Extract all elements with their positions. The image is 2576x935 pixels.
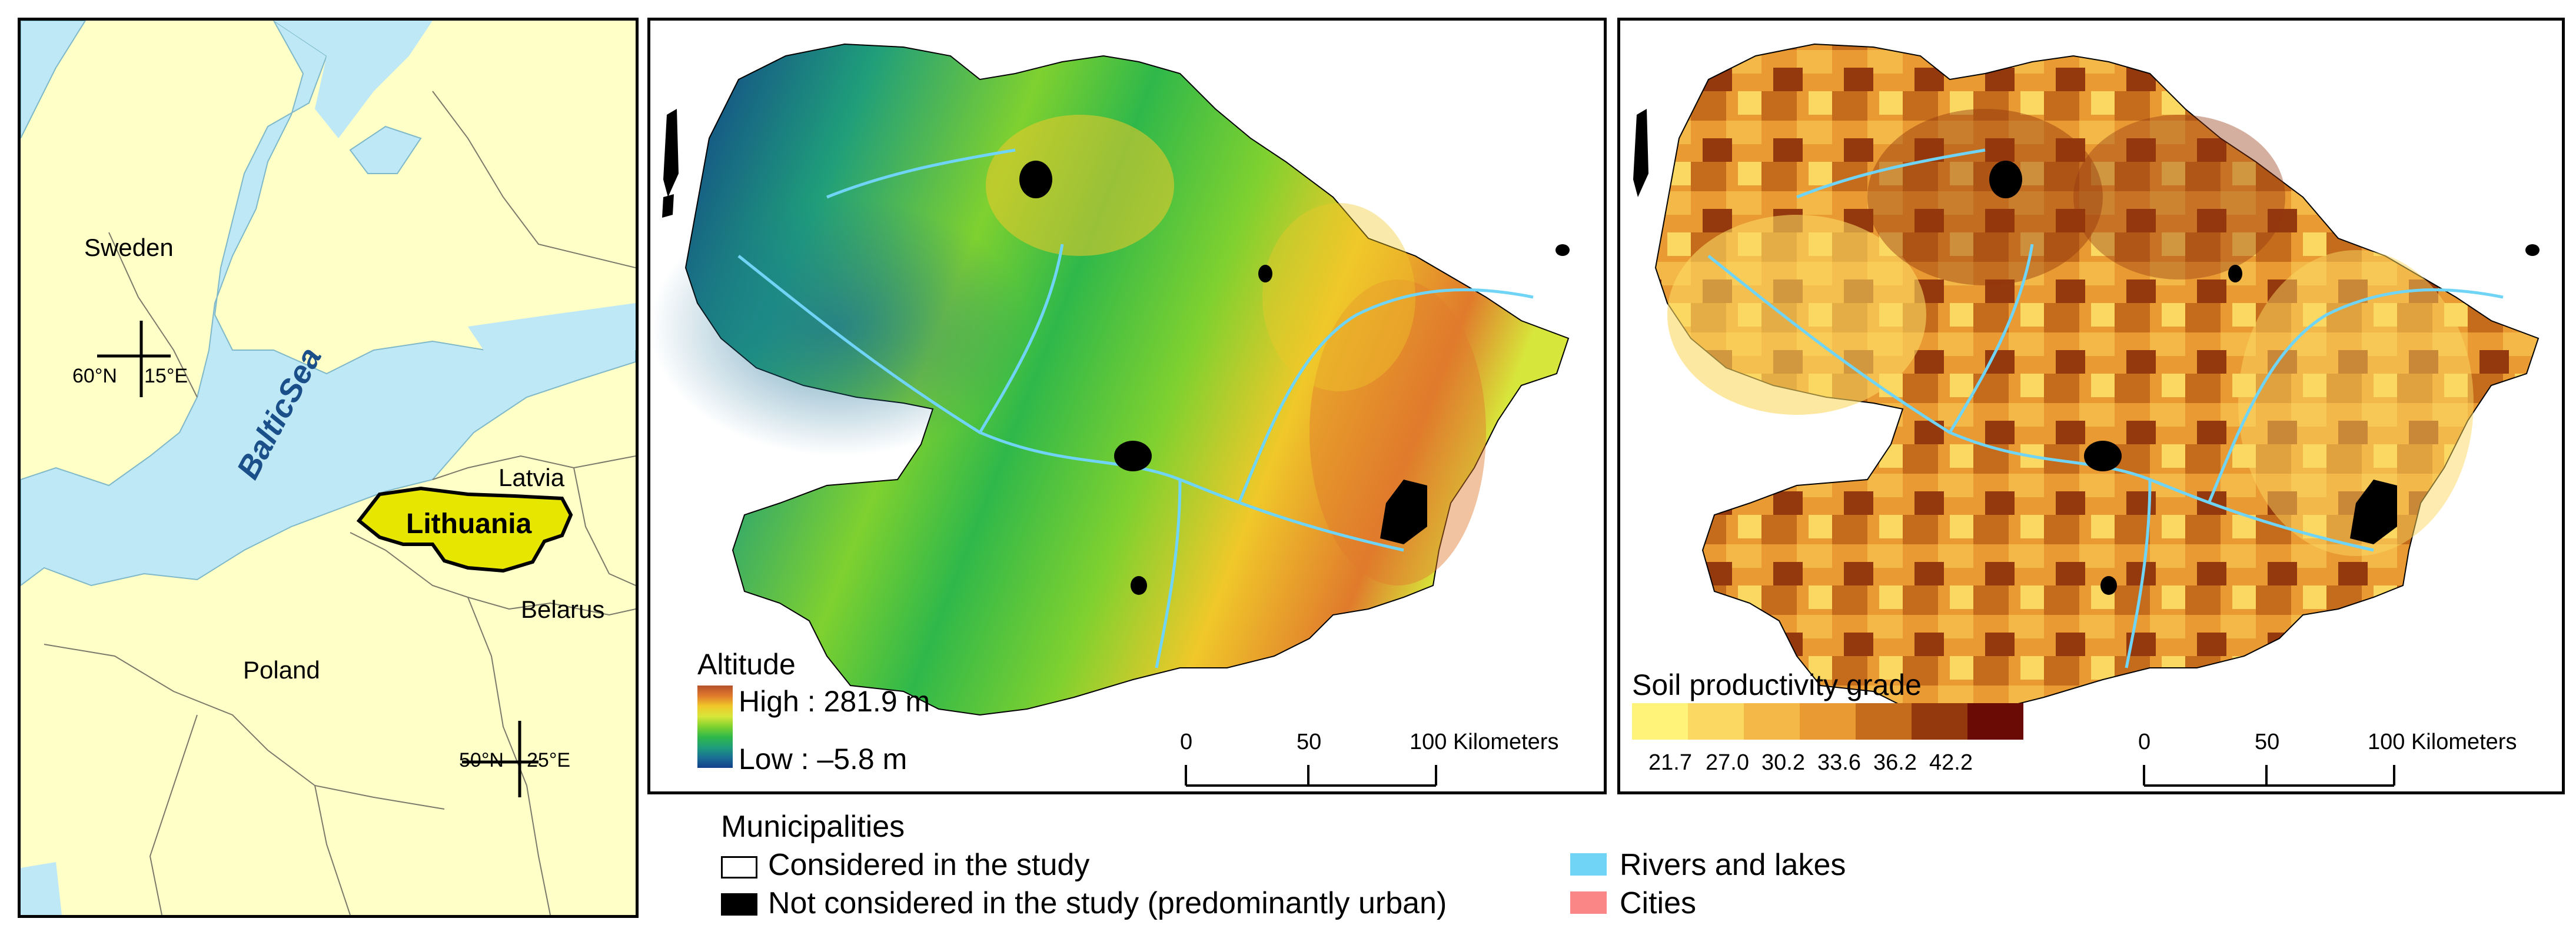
graticule-crosses bbox=[97, 321, 539, 797]
rivers bbox=[1707, 148, 2504, 668]
altitude-map bbox=[650, 43, 1570, 716]
urban-municipalities bbox=[1633, 109, 2540, 595]
soil-class-label: 33.6 bbox=[1817, 750, 1861, 775]
bothnia-gulf bbox=[274, 21, 433, 138]
urban-municipalities bbox=[662, 109, 1570, 595]
soil-class-swatch bbox=[1967, 703, 2023, 740]
altitude-legend-low: Low : –5.8 m bbox=[739, 743, 908, 776]
soil-class-label: 36.2 bbox=[1873, 750, 1917, 775]
lowland-shading bbox=[650, 197, 1027, 456]
rivers-swatch bbox=[1570, 853, 1607, 876]
altitude-color-ramp bbox=[697, 686, 733, 768]
graticule-label-15e: 15°E bbox=[144, 365, 188, 387]
lithuania-label: Lithuania bbox=[406, 508, 532, 540]
upland-shading bbox=[1309, 279, 1486, 585]
soil-class-label: 21.7 bbox=[1648, 750, 1692, 775]
soil-class-swatch bbox=[1632, 703, 1688, 740]
soil-class-swatch bbox=[1912, 703, 1967, 740]
soil-productivity-map bbox=[1633, 43, 2540, 716]
altitude-legend-title: Altitude bbox=[697, 648, 796, 681]
high-grade-zone bbox=[2073, 115, 2285, 279]
bottom-sea-corner bbox=[21, 862, 62, 915]
overview-map-panel: Sweden BalticSea Latvia Lithuania Belaru… bbox=[18, 18, 639, 918]
cities-label: Cities bbox=[1620, 886, 1697, 920]
soil-color-ramp bbox=[1632, 703, 2023, 740]
altitude-legend-high: High : 281.9 m bbox=[739, 685, 930, 718]
soil-class-label: 27.0 bbox=[1706, 750, 1749, 775]
country-borders bbox=[44, 91, 636, 915]
soil-legend-title: Soil productivity grade bbox=[1632, 668, 1922, 701]
soil-class-swatch bbox=[1856, 703, 1912, 740]
graticule-label-60n: 60°N bbox=[72, 365, 117, 387]
finland-gulf bbox=[468, 303, 636, 362]
belarus-label: Belarus bbox=[521, 595, 605, 623]
graticule-label-25e: 25°E bbox=[527, 749, 571, 771]
scale-tick-0: 0 bbox=[2138, 730, 2151, 754]
baltic-sea-shape bbox=[21, 21, 636, 587]
sweden-label: Sweden bbox=[84, 234, 174, 261]
considered-label: Considered in the study bbox=[768, 848, 1090, 882]
altitude-map-panel: Altitude High : 281.9 m Low : –5.8 m 0 5… bbox=[647, 18, 1607, 794]
rivers bbox=[737, 148, 1534, 668]
graticule-label-50n: 50°N bbox=[459, 749, 504, 771]
high-grade-zone bbox=[1867, 109, 2103, 285]
low-grade-zone bbox=[1667, 215, 1926, 415]
scale-tick-100: 100 Kilometers bbox=[1410, 730, 1559, 754]
scale-tick-0: 0 bbox=[1180, 730, 1193, 754]
not-considered-label: Not considered in the study (predominant… bbox=[768, 886, 1447, 920]
not-considered-swatch bbox=[721, 893, 757, 916]
soil-map-panel: Soil productivity grade 21.7 27.0 30.2 3… bbox=[1617, 18, 2565, 794]
scale-tick-50: 50 bbox=[2255, 730, 2280, 754]
low-grade-zone bbox=[2238, 250, 2474, 556]
soil-class-swatch bbox=[1800, 703, 1856, 740]
soil-class-label: 42.2 bbox=[1929, 750, 1973, 775]
overview-map bbox=[21, 21, 636, 915]
soil-class-swatch bbox=[1744, 703, 1800, 740]
upland-shading bbox=[986, 115, 1174, 256]
soil-class-label: 30.2 bbox=[1761, 750, 1805, 775]
cities-swatch bbox=[1570, 891, 1607, 914]
poland-label: Poland bbox=[243, 656, 320, 684]
municipalities-legend-title: Municipalities bbox=[721, 810, 905, 844]
soil-class-swatch bbox=[1688, 703, 1744, 740]
latvia-label: Latvia bbox=[498, 464, 565, 491]
rivers-label: Rivers and lakes bbox=[1620, 848, 1846, 882]
lithuania-shape bbox=[356, 486, 573, 573]
considered-swatch bbox=[721, 856, 757, 879]
scale-tick-50: 50 bbox=[1297, 730, 1322, 754]
scale-tick-100: 100 Kilometers bbox=[2368, 730, 2517, 754]
upland-shading bbox=[1262, 203, 1415, 391]
